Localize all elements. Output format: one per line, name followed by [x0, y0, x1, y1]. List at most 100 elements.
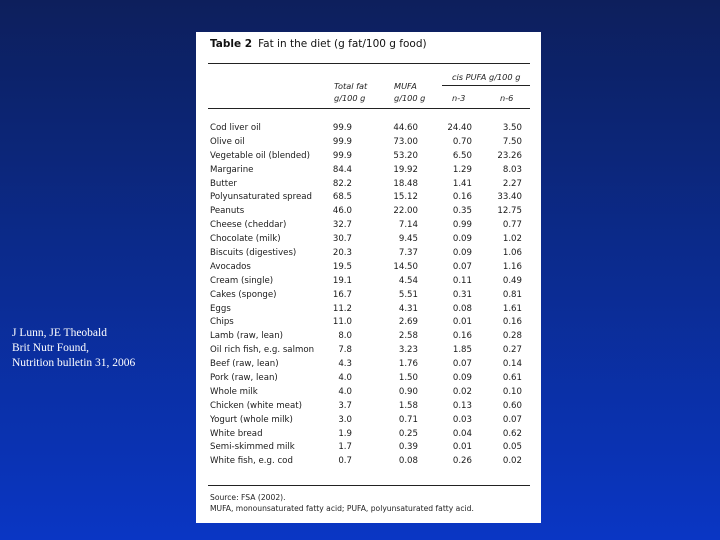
header-total-fat: Total fat: [334, 81, 368, 91]
cell-mufa: 0.90: [398, 386, 418, 397]
cell-n6: 7.50: [502, 136, 522, 147]
cell-total-fat: 82.2: [332, 178, 352, 189]
cell-food: Vegetable oil (blended): [210, 150, 310, 161]
table-row: Polyunsaturated spread 68.5 15.12 0.16 33.40: [210, 192, 530, 206]
cell-n6: 1.02: [502, 234, 522, 245]
table-row: Biscuits (digestives) 20.3 7.37 0.09 1.06: [210, 248, 530, 262]
table-row: Beef (raw, lean) 4.3 1.76 0.07 0.14: [210, 359, 530, 373]
header-rule: [208, 108, 530, 109]
table-row: Vegetable oil (blended) 99.9 53.20 6.50 23.2…: [210, 151, 530, 165]
cell-n3: 6.50: [452, 150, 472, 161]
cell-n3: 0.35: [452, 206, 472, 217]
cell-total-fat: 1.7: [338, 442, 352, 453]
cell-total-fat: 68.5: [332, 192, 352, 203]
citation-authors: J Lunn, JE Theobald: [12, 327, 107, 339]
table-row: Yogurt (whole milk) 3.0 0.71 0.03 0.07: [210, 415, 530, 429]
cell-n3: 0.08: [452, 303, 472, 314]
cell-mufa: 22.00: [393, 206, 418, 217]
cell-total-fat: 16.7: [332, 289, 352, 300]
cell-total-fat: 32.7: [332, 220, 352, 231]
table-row: Cream (single) 19.1 4.54 0.11 0.49: [210, 276, 530, 290]
cell-mufa: 4.54: [398, 275, 418, 286]
cell-n3: 24.40: [447, 123, 472, 133]
cell-n3: 0.09: [452, 373, 472, 384]
cell-n6: 12.75: [497, 206, 522, 217]
cell-total-fat: 4.0: [338, 373, 352, 384]
cell-food: Lamb (raw, lean): [210, 331, 283, 342]
cell-n3: 0.02: [452, 386, 472, 397]
cell-n6: 1.61: [502, 303, 522, 314]
citation-journal: Nutrition bulletin 31, 2006: [12, 357, 136, 369]
source-line: Source: FSA (2002).: [210, 493, 286, 502]
header-n3: n-3: [452, 93, 466, 103]
cell-total-fat: 84.4: [332, 164, 352, 175]
cell-mufa: 2.69: [398, 317, 418, 328]
cell-n3: 0.16: [452, 192, 472, 203]
cell-total-fat: 19.5: [332, 261, 352, 272]
cell-total-fat: 11.0: [332, 317, 352, 328]
cell-n3: 0.07: [452, 261, 472, 272]
cell-total-fat: 4.3: [338, 359, 352, 370]
cell-n6: 0.28: [502, 331, 522, 342]
cell-food: Avocados: [210, 261, 251, 272]
cell-mufa: 0.25: [398, 428, 418, 439]
cell-n6: 0.02: [502, 456, 522, 467]
cell-total-fat: 3.7: [338, 400, 352, 411]
cell-food: Cakes (sponge): [210, 289, 277, 300]
cell-n3: 0.07: [452, 359, 472, 370]
cell-food: Eggs: [210, 303, 231, 314]
cell-mufa: 44.60: [393, 123, 418, 133]
bottom-rule: [208, 485, 530, 486]
cell-food: White bread: [210, 428, 263, 439]
cell-n3: 0.13: [452, 400, 472, 411]
cell-food: Olive oil: [210, 136, 245, 147]
table-row: Oil rich fish, e.g. salmon 7.8 3.23 1.85 0.2…: [210, 345, 530, 359]
cell-mufa: 19.92: [393, 164, 418, 175]
cell-total-fat: 3.0: [338, 414, 352, 425]
citation-organization: Brit Nutr Found,: [12, 342, 89, 354]
header-n6: n-6: [500, 93, 514, 103]
cell-n3: 0.26: [452, 456, 472, 467]
table-row: Pork (raw, lean) 4.0 1.50 0.09 0.61: [210, 373, 530, 387]
cell-mufa: 18.48: [393, 178, 418, 189]
cell-mufa: 1.76: [398, 359, 418, 370]
cell-n6: 0.49: [502, 275, 522, 286]
cell-mufa: 5.51: [398, 289, 418, 300]
cell-n6: 0.05: [502, 442, 522, 453]
cell-n6: 0.14: [502, 359, 522, 370]
footnote-line: MUFA, monounsaturated fatty acid; PUFA, …: [210, 503, 474, 513]
top-rule: [208, 63, 530, 64]
cell-total-fat: 1.9: [338, 428, 352, 439]
cell-total-fat: 46.0: [332, 206, 352, 217]
cell-mufa: 73.00: [393, 136, 418, 147]
cell-food: Cod liver oil: [210, 123, 261, 133]
cell-total-fat: 99.9: [332, 136, 352, 147]
cell-food: Biscuits (digestives): [210, 248, 297, 259]
cell-mufa: 1.58: [398, 400, 418, 411]
cell-n3: 1.85: [452, 345, 472, 356]
cell-total-fat: 99.9: [332, 123, 352, 133]
cell-n6: 0.10: [502, 386, 522, 397]
table-row: Chicken (white meat) 3.7 1.58 0.13 0.60: [210, 401, 530, 415]
cell-food: Chips: [210, 317, 234, 328]
cell-n6: 3.50: [502, 123, 522, 133]
cell-food: Oil rich fish, e.g. salmon: [210, 345, 315, 356]
cell-food: Yogurt (whole milk): [210, 414, 293, 425]
cell-n3: 0.31: [452, 289, 472, 300]
cell-n6: 0.60: [502, 400, 522, 411]
cell-n6: 23.26: [497, 150, 522, 161]
cell-food: Cream (single): [210, 275, 274, 286]
cell-mufa: 14.50: [393, 261, 418, 272]
cell-food: Chicken (white meat): [210, 400, 302, 411]
cell-n3: 0.11: [452, 275, 472, 286]
table-row: Cod liver oil 99.9 44.60 24.40 3.50: [210, 123, 530, 137]
cell-food: Peanuts: [210, 206, 245, 217]
table-row: Semi-skimmed milk 1.7 0.39 0.01 0.05: [210, 442, 530, 456]
cell-mufa: 53.20: [393, 150, 418, 161]
cell-total-fat: 4.0: [338, 386, 352, 397]
pufa-group-rule: [442, 85, 530, 86]
cell-food: Semi-skimmed milk: [210, 442, 295, 453]
cell-food: Cheese (cheddar): [210, 220, 287, 231]
cell-total-fat: 99.9: [332, 150, 352, 161]
cell-food: Chocolate (milk): [210, 234, 281, 245]
